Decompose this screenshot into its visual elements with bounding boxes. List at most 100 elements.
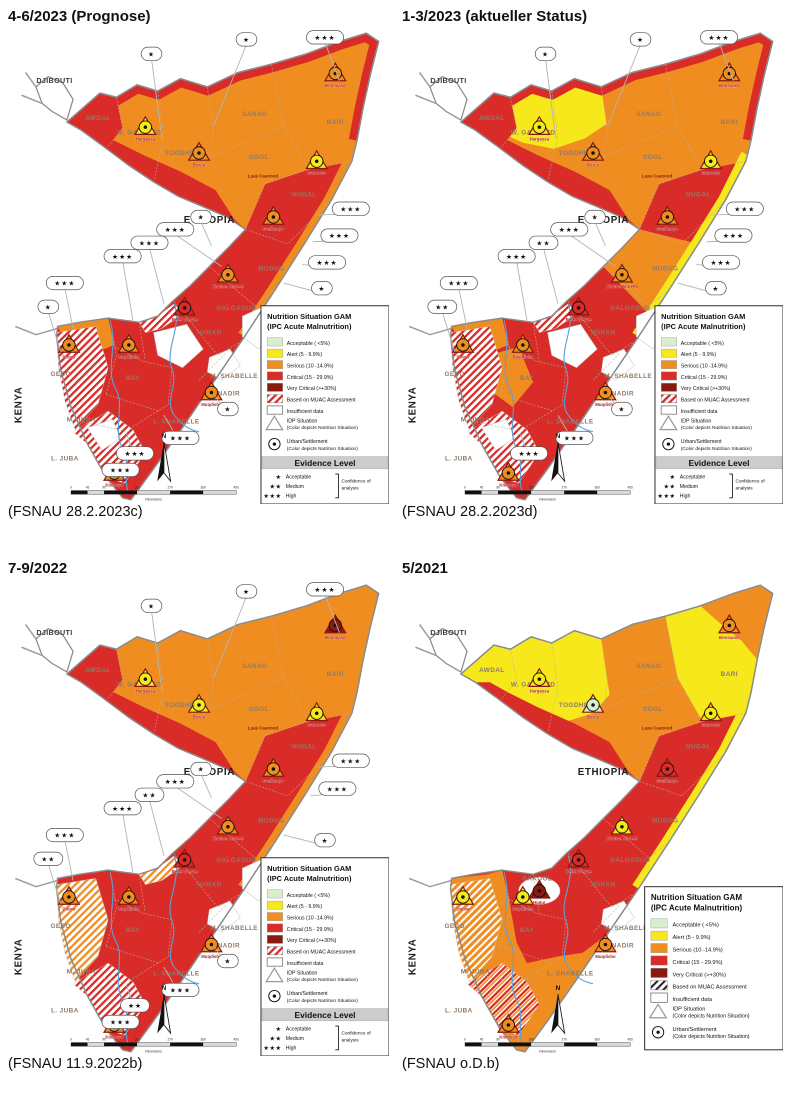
svg-text:★★★: ★★★ bbox=[559, 227, 580, 234]
city-marker-muqdisho: Muqdisho bbox=[200, 932, 223, 959]
somalia-border bbox=[55, 32, 380, 501]
svg-text:Critical (15 - 29.9%): Critical (15 - 29.9%) bbox=[673, 960, 723, 966]
map-legend: Nutrition Situation GAM(IPC Acute Malnut… bbox=[260, 305, 389, 504]
label-mudug: MUDUG bbox=[652, 266, 678, 273]
svg-text:Kilometers: Kilometers bbox=[539, 1049, 556, 1053]
svg-text:Kismayo: Kismayo bbox=[105, 1034, 123, 1039]
svg-text:★★★: ★★★ bbox=[54, 833, 75, 840]
djibouti-outline bbox=[429, 627, 468, 673]
label-galgadud: GALGADUD bbox=[610, 857, 650, 864]
svg-text:★★: ★★ bbox=[269, 484, 281, 491]
svg-text:★★★: ★★★ bbox=[734, 206, 755, 213]
city-marker-hargeysa: Hargeysa bbox=[133, 115, 157, 142]
svg-text:Burco: Burco bbox=[587, 714, 600, 719]
shabelle-river bbox=[563, 855, 594, 985]
label-banadir: BANADIR bbox=[602, 391, 634, 398]
svg-text:45: 45 bbox=[480, 486, 484, 490]
neighbor-border-lines bbox=[14, 72, 58, 336]
svg-text:(Color depicts Nutrition Situa: (Color depicts Nutrition Situation) bbox=[673, 1034, 750, 1040]
svg-text:IDP Situation: IDP Situation bbox=[287, 970, 318, 976]
label-nugal: NUGAL bbox=[686, 191, 711, 198]
city-marker-beledweyne: Belet Weyne bbox=[566, 296, 592, 322]
city-marker-hargeysa: Hargeysa bbox=[527, 115, 551, 142]
svg-text:Urban/Settlement: Urban/Settlement bbox=[287, 991, 328, 997]
svg-text:Baydhaba: Baydhaba bbox=[118, 354, 139, 359]
svg-text:Dhuusa Mareeb: Dhuusa Mareeb bbox=[606, 284, 639, 289]
djibouti-outline bbox=[35, 75, 74, 121]
label-mshabelle: M. SHABELLE bbox=[210, 925, 258, 932]
scale-bar: 0 45 90 180 270 360 450 Kilometers bbox=[70, 486, 239, 502]
svg-text:★★★: ★★★ bbox=[506, 254, 527, 261]
city-marker-hargeysa: Hargeysa bbox=[527, 667, 551, 694]
label-mjuba: M. JUBA bbox=[461, 968, 490, 975]
svg-text:★: ★ bbox=[542, 52, 549, 59]
svg-text:Kilometers: Kilometers bbox=[145, 497, 162, 501]
svg-text:★★: ★★ bbox=[41, 856, 55, 863]
svg-text:(IPC Acute Malnutrition): (IPC Acute Malnutrition) bbox=[267, 322, 352, 331]
svg-text:(IPC Acute Malnutrition): (IPC Acute Malnutrition) bbox=[267, 874, 352, 883]
city-markers: Hargeysa Burco Boosaaso Garoowe Gaalkacyo Dhu… bbox=[451, 613, 741, 1040]
svg-text:★★★: ★★★ bbox=[340, 758, 361, 765]
svg-text:N: N bbox=[162, 985, 167, 992]
svg-text:360: 360 bbox=[594, 486, 600, 490]
label-bay: BAY bbox=[520, 927, 534, 934]
svg-text:450: 450 bbox=[234, 486, 240, 490]
svg-text:(Color depicts Nutrition Situa: (Color depicts Nutrition Situation) bbox=[287, 998, 358, 1004]
svg-text:IDP Situation: IDP Situation bbox=[287, 418, 318, 424]
svg-text:★: ★ bbox=[198, 767, 205, 774]
svg-text:270: 270 bbox=[167, 1038, 173, 1042]
city-marker-kismayo: Kismayo bbox=[496, 461, 520, 488]
djibouti-outline bbox=[35, 627, 74, 673]
scale-bar: 0 45 90 180 270 360 450 Kilometers bbox=[464, 1038, 633, 1054]
svg-text:Baydhaba: Baydhaba bbox=[512, 354, 533, 359]
label-hiiran: HIIRAN bbox=[197, 330, 222, 337]
svg-text:Dolow: Dolow bbox=[62, 354, 76, 359]
svg-text:High: High bbox=[286, 493, 297, 499]
svg-text:Gaalkacyo: Gaalkacyo bbox=[263, 778, 285, 783]
city-marker-boosaaso: Boosaaso bbox=[717, 61, 741, 88]
label-djibouti: DJIBOUTI bbox=[36, 628, 72, 637]
svg-text:★★★: ★★★ bbox=[657, 493, 675, 500]
city-marker-garoowe: Garoowe bbox=[699, 701, 723, 728]
label-kenya: KENYA bbox=[407, 387, 418, 424]
svg-text:Kismayo: Kismayo bbox=[105, 482, 123, 487]
label-sool: SOOL bbox=[249, 706, 269, 713]
svg-text:Critical (15 - 29.9%): Critical (15 - 29.9%) bbox=[287, 927, 334, 933]
svg-text:Critical (15 - 29.9%): Critical (15 - 29.9%) bbox=[287, 375, 334, 381]
label-mshabelle: M. SHABELLE bbox=[604, 925, 652, 932]
label-nugal: NUGAL bbox=[292, 743, 317, 750]
svg-text:Belet Weyne: Belet Weyne bbox=[172, 869, 198, 874]
city-marker-hudur: Hudur bbox=[527, 879, 551, 905]
svg-text:270: 270 bbox=[561, 486, 567, 490]
city-marker-garoowe: Garoowe bbox=[305, 701, 329, 728]
label-gedo: GEDO bbox=[50, 923, 70, 930]
svg-text:★★★: ★★★ bbox=[110, 468, 131, 475]
label-sool: SOOL bbox=[643, 154, 663, 161]
shabelle-river bbox=[169, 855, 200, 985]
label-bari: BARI bbox=[327, 119, 344, 126]
svg-text:Dhuusa Mareeb: Dhuusa Mareeb bbox=[212, 284, 245, 289]
svg-text:★: ★ bbox=[637, 37, 644, 44]
svg-text:Hargeysa: Hargeysa bbox=[136, 137, 156, 142]
svg-text:Boosaaso: Boosaaso bbox=[325, 635, 346, 640]
city-marker-baydhaba: Baydhaba bbox=[511, 333, 535, 360]
city-marker-burco: Burco bbox=[581, 141, 605, 168]
city-marker-dolow: Dolow bbox=[451, 333, 475, 360]
label-laascaanood: Laas Caanood bbox=[642, 726, 673, 731]
svg-text:Based on MUAC Assessment: Based on MUAC Assessment bbox=[673, 985, 748, 991]
svg-text:Garoowe: Garoowe bbox=[307, 171, 326, 176]
district-borders bbox=[462, 616, 746, 984]
svg-text:analysis: analysis bbox=[342, 486, 360, 492]
label-djibouti: DJIBOUTI bbox=[36, 76, 72, 85]
city-marker-beledweyne: Belet Weyne bbox=[172, 848, 198, 874]
label-lshabelle: L. SHABELLE bbox=[547, 418, 594, 425]
label-kenya: KENYA bbox=[13, 939, 24, 976]
svg-text:Insufficient data: Insufficient data bbox=[681, 409, 718, 415]
scale-bar: 0 45 90 180 270 360 450 Kilometers bbox=[464, 486, 633, 502]
svg-text:Muqdisho: Muqdisho bbox=[595, 402, 616, 407]
svg-text:Serious (10 -14.9%): Serious (10 -14.9%) bbox=[681, 364, 728, 370]
